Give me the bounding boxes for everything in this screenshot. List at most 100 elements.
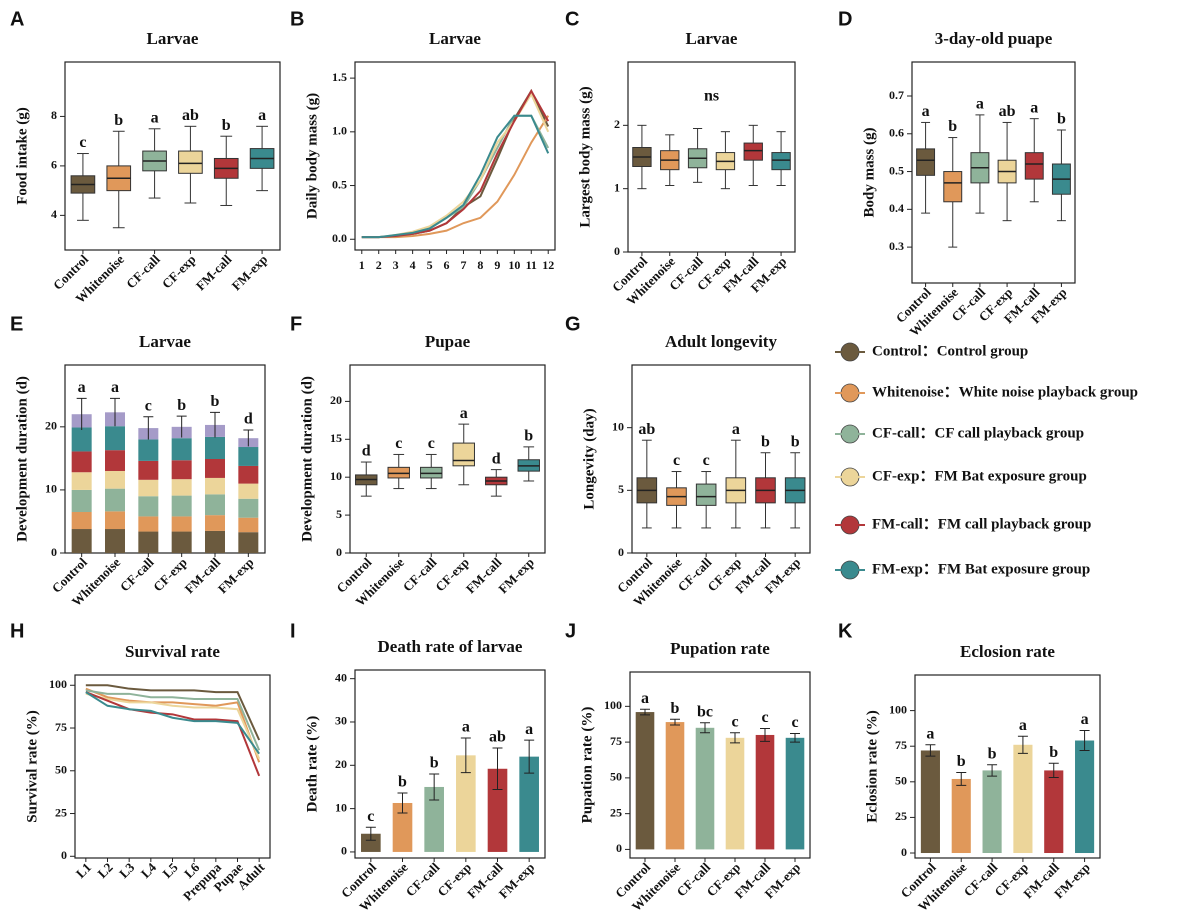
x-tick-label: FM-exp: [496, 860, 538, 902]
y-tick-label: 5: [336, 507, 342, 521]
legend-label: Whitenoise：White noise playback group: [872, 384, 1138, 400]
legend-label: CF-call：CF call playback group: [872, 425, 1084, 441]
x-tick-label: CF-call: [400, 554, 440, 594]
panel-label: B: [290, 8, 304, 30]
significance-letter: a: [1019, 717, 1027, 734]
y-tick-label: 20: [45, 419, 57, 433]
significance-letter: b: [791, 433, 800, 450]
bar-segment: [238, 483, 259, 499]
plot-frame: [911, 61, 1076, 284]
box: [695, 483, 717, 506]
y-tick-label: 4: [51, 207, 57, 221]
y-tick-label: 0.0: [332, 231, 347, 245]
x-tick-label: FM-exp: [229, 252, 271, 294]
bar: [1013, 744, 1033, 854]
bar-segment: [171, 516, 192, 532]
x-tick-label: L3: [116, 859, 138, 881]
y-tick-label: 0.6: [889, 126, 904, 140]
bar: [785, 737, 805, 850]
legend-label: Control：Control group: [872, 343, 1028, 359]
x-tick-label: L4: [138, 859, 160, 881]
y-tick-label: 100: [889, 702, 907, 716]
significance-letter: b: [671, 700, 680, 717]
bar: [951, 778, 971, 854]
panel-title: Larvae: [139, 332, 191, 351]
y-tick-label: 75: [55, 720, 67, 734]
bar: [635, 712, 655, 850]
bar-segment: [171, 531, 192, 553]
significance-letter: a: [732, 421, 740, 438]
significance-letter: a: [1081, 711, 1089, 728]
bar-segment: [171, 460, 192, 480]
panel-label: A: [10, 8, 24, 30]
bar-segment: [238, 517, 259, 533]
bar-segment: [171, 438, 192, 461]
bar: [665, 722, 685, 850]
x-tick-label: FM-exp: [495, 555, 537, 597]
error-bar: [987, 764, 998, 777]
x-tick-label: CF-call: [117, 554, 157, 594]
box: [420, 466, 443, 479]
panel-title: Larvae: [147, 29, 199, 48]
bar: [982, 770, 1002, 854]
y-tick-label: 75: [610, 734, 622, 748]
y-tick-label: 100: [604, 698, 622, 712]
significance-letter: b: [211, 393, 220, 410]
panel-label: C: [565, 8, 579, 30]
bar-segment: [171, 495, 192, 517]
x-tick-label: FM-call: [181, 554, 223, 596]
significance-letter: c: [673, 452, 680, 469]
significance-letter: b: [177, 397, 186, 414]
y-tick-label: 0: [341, 844, 347, 858]
y-tick-label: 6: [51, 158, 57, 172]
box: [178, 150, 203, 174]
significance-letter: b: [114, 112, 123, 129]
error-bar: [700, 722, 710, 734]
bar-segment: [205, 459, 225, 478]
bar-segment: [71, 427, 92, 452]
bar: [456, 755, 476, 852]
error-bar: [790, 733, 800, 743]
plot-frame: [631, 364, 811, 554]
error-bar: [956, 772, 967, 786]
y-tick-label: 0.7: [889, 88, 904, 102]
significance-letter: c: [367, 808, 374, 825]
bar: [424, 786, 444, 852]
bar: [519, 756, 539, 852]
series-line: [85, 687, 261, 763]
plot-frame: [64, 364, 266, 554]
y-axis-label: Daily body mass (g): [304, 93, 320, 219]
y-tick-label: 0.3: [889, 239, 904, 253]
bar: [920, 750, 940, 854]
y-tick-label: 2: [614, 117, 620, 131]
series-line: [361, 115, 550, 239]
y-axis-label: Longevity (day): [581, 408, 597, 509]
legend-label: FM-exp：FM Bat exposure group: [872, 561, 1090, 577]
panel-title: 3-day-old puape: [935, 29, 1053, 48]
significance-letter: a: [641, 690, 649, 707]
bar-segment: [238, 465, 259, 484]
box: [916, 148, 936, 176]
significance-letter: b: [761, 433, 770, 450]
significance-letter: c: [703, 452, 710, 469]
y-tick-label: 0: [61, 848, 67, 862]
significance-letter: ab: [489, 729, 506, 746]
x-tick-label: 7: [460, 258, 466, 272]
bar: [695, 727, 715, 850]
panel-title: Pupation rate: [670, 639, 770, 658]
error-bar: [1079, 730, 1090, 751]
series-line: [361, 114, 550, 239]
bar-segment: [238, 447, 259, 466]
y-tick-label: 25: [55, 805, 67, 819]
x-tick-label: FM-exp: [215, 555, 257, 597]
y-tick-label: 0: [336, 545, 342, 559]
x-tick-label: 1: [359, 258, 365, 272]
bar-segment: [71, 511, 92, 530]
bar-segment: [138, 496, 159, 517]
bar-segment: [171, 479, 192, 496]
significance-letter: b: [524, 428, 533, 445]
significance-letter: b: [988, 745, 997, 762]
x-tick-label: L1: [73, 860, 94, 881]
error-bar: [524, 739, 535, 774]
